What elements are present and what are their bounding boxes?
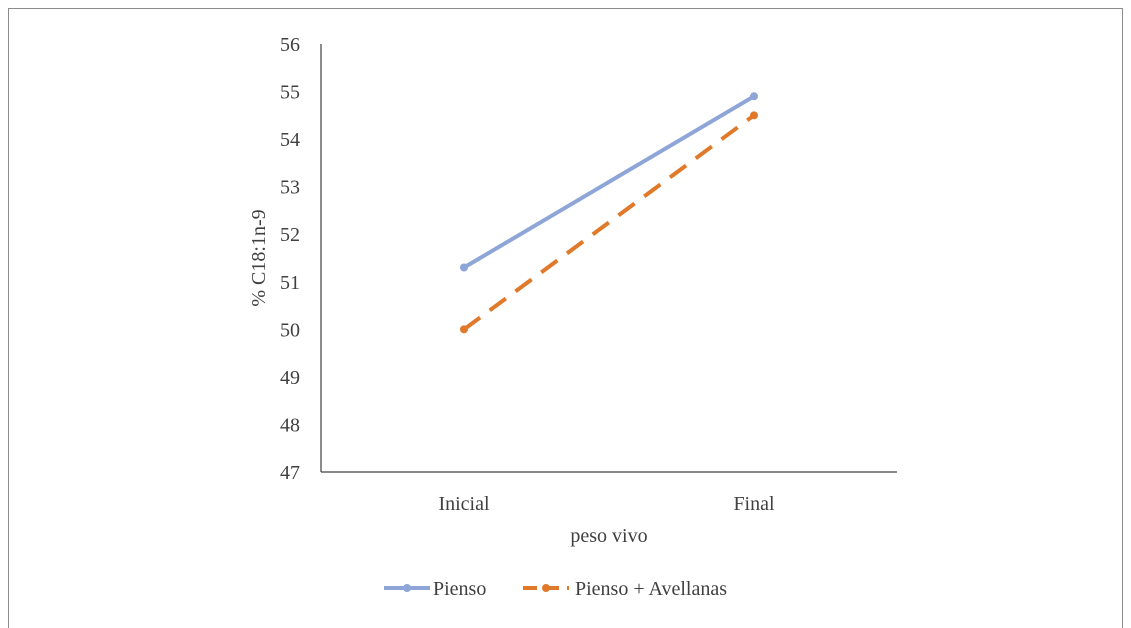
series-line-0 [462,94,756,270]
chart-frame [8,8,1123,628]
legend-swatch-marker [403,584,411,592]
data-point [750,111,758,120]
y-tick-label: 53 [280,177,300,199]
y-tick-label: 55 [280,82,300,104]
legend-item-0: Pienso [384,578,486,600]
series-line-1 [462,113,756,331]
series-layer [460,92,758,334]
legend-label: Pienso [433,578,486,600]
y-tick-label: 50 [280,319,300,341]
data-point [460,325,468,334]
x-tick-label: Final [733,493,775,515]
x-axis-label: peso vivo [570,525,647,547]
y-tick-labels: 47 48 49 50 51 52 53 54 55 56 [280,34,300,484]
y-tick-label: 48 [280,414,300,436]
data-point [750,92,758,101]
axes [320,44,897,473]
legend-item-1: Pienso + Avellanas [523,578,727,600]
x-tick-label: Inicial [438,493,490,515]
data-point [460,263,468,272]
y-tick-label: 56 [280,34,300,56]
y-tick-label: 51 [280,272,300,294]
legend-swatch-marker [542,584,550,592]
legend-label: Pienso + Avellanas [575,578,727,600]
y-tick-label: 49 [280,367,300,389]
x-tick-labels: Inicial Final [438,493,775,515]
y-tick-label: 47 [280,462,300,484]
y-axis-label: % C18:1n-9 [248,209,270,306]
y-tick-label: 52 [280,224,300,246]
legend: Pienso Pienso + Avellanas [384,578,727,600]
y-tick-label: 54 [280,129,300,151]
